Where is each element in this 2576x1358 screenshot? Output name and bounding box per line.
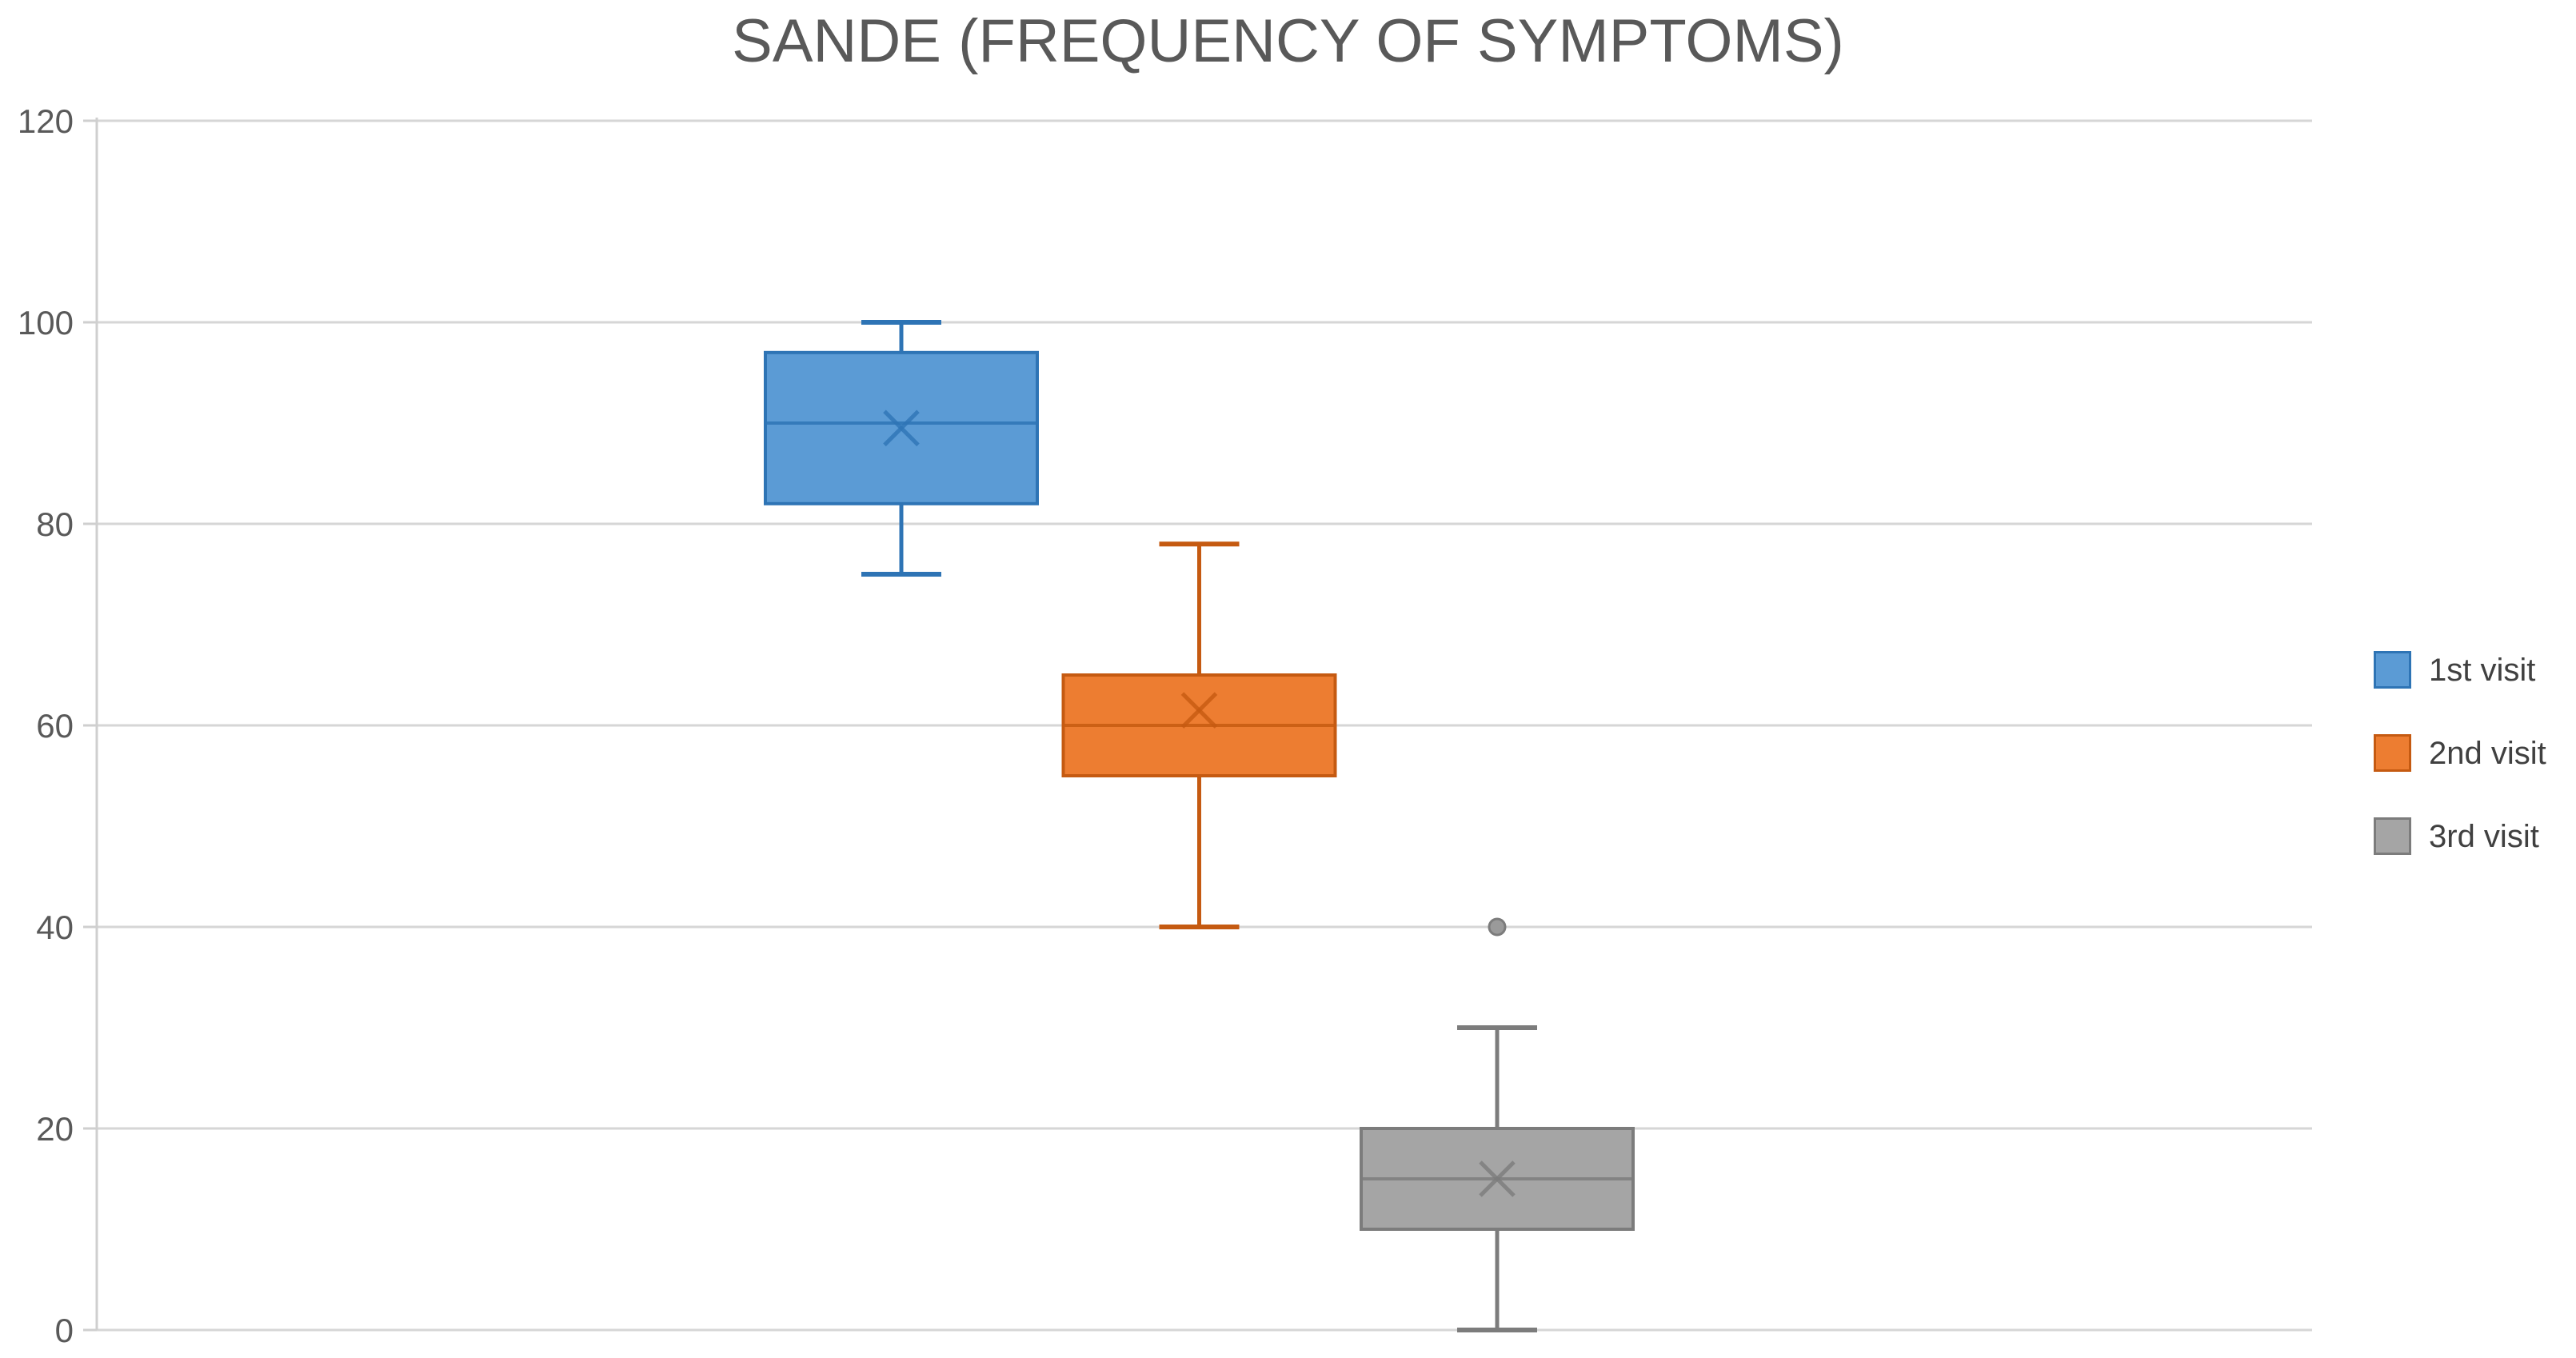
mean-marker <box>1479 1160 1516 1197</box>
y-tick-label: 20 <box>36 1110 74 1148</box>
legend-label: 1st visit <box>2429 652 2536 688</box>
y-tick-label: 40 <box>36 909 74 946</box>
legend-item: 1st visit <box>2374 651 2546 689</box>
mean-marker <box>1180 692 1218 729</box>
legend-label: 3rd visit <box>2429 818 2539 854</box>
y-tick-label: 0 <box>55 1312 74 1349</box>
legend-label: 2nd visit <box>2429 735 2546 771</box>
legend-item: 3rd visit <box>2374 817 2546 855</box>
legend: 1st visit 2nd visit 3rd visit <box>2374 651 2546 901</box>
y-tick-label: 100 <box>18 304 74 341</box>
legend-item: 2nd visit <box>2374 734 2546 772</box>
y-tick-label: 60 <box>36 707 74 745</box>
outlier-point <box>1488 917 1507 937</box>
legend-swatch <box>2374 651 2411 689</box>
y-tick-label: 120 <box>18 102 74 140</box>
legend-swatch <box>2374 817 2411 855</box>
mean-marker <box>883 409 920 447</box>
chart-title: SANDE (FREQUENCY OF SYMPTOMS) <box>732 7 1844 75</box>
legend-swatch <box>2374 734 2411 772</box>
y-tick-label: 80 <box>36 505 74 543</box>
